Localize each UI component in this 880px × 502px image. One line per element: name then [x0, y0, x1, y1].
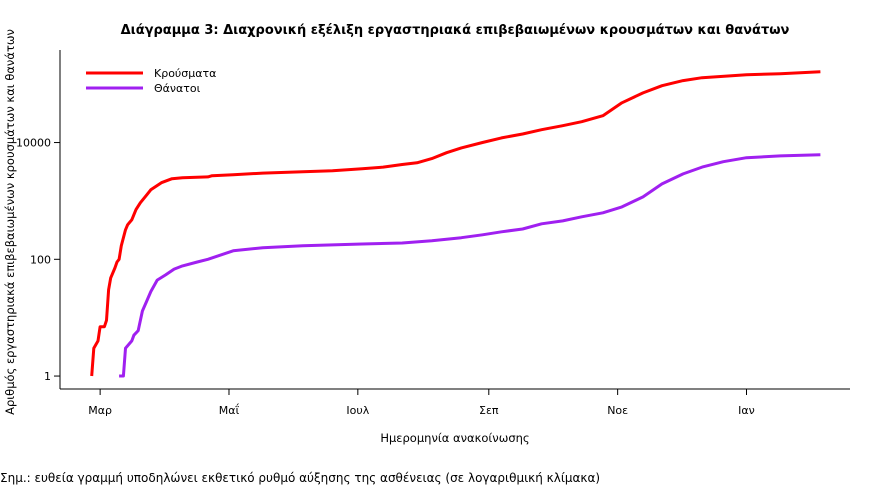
y-axis-label: Αριθμός εργαστηριακά επιβεβαιωμένων κρου… [3, 29, 17, 415]
x-tick-label: Ιουλ [346, 404, 369, 417]
x-tick-label: Σεπ [479, 404, 499, 417]
x-tick-label: Νοε [607, 404, 628, 417]
legend: Κρούσματα Θάνατοι [86, 67, 216, 95]
y-tick-label: 10000 [16, 137, 51, 150]
x-axis-label: Ημερομηνία ανακοίνωσης [380, 431, 529, 445]
x-tick-label: Ιαν [738, 404, 755, 417]
x-tick-label: Μαΐ [219, 403, 240, 417]
y-tick-label: 1 [44, 370, 51, 383]
chart: Διάγραμμα 3: Διαχρονική εξέλιξη εργαστηρ… [3, 23, 850, 445]
legend-label-deaths: Θάνατοι [154, 82, 201, 95]
x-tick-label: Μαρ [88, 404, 112, 417]
series-line-deaths [119, 153, 821, 378]
legend-label-cases: Κρούσματα [154, 67, 216, 80]
footnote: Σημ.: ευθεία γραμμή υποδηλώνει εκθετικό … [0, 471, 601, 485]
y-tick-label: 100 [30, 253, 51, 266]
series-line-cases [90, 70, 821, 377]
chart-title: Διάγραμμα 3: Διαχρονική εξέλιξη εργαστηρ… [121, 23, 790, 38]
